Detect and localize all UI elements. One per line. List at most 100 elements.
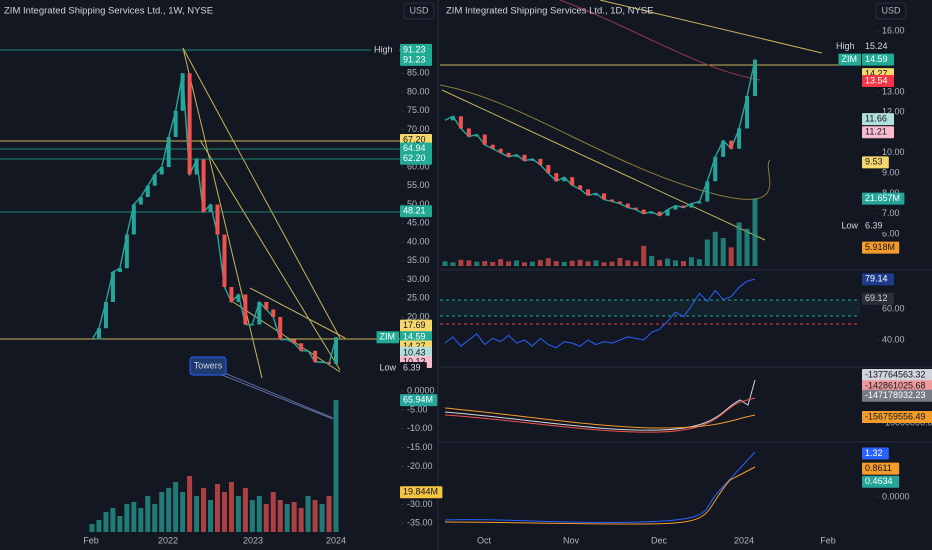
volume-bar	[180, 492, 186, 532]
volume-bar	[688, 257, 694, 266]
volume-bar	[152, 504, 158, 532]
candle	[554, 173, 559, 182]
currency[interactable]: USD	[881, 5, 901, 15]
currency[interactable]: USD	[409, 5, 429, 15]
volume-bar	[720, 238, 726, 266]
oscillator-lines	[444, 451, 756, 525]
price-badge	[862, 380, 932, 393]
candle	[562, 177, 567, 182]
badge-label-text: High	[374, 44, 393, 54]
rsi-line	[444, 278, 756, 349]
candle	[753, 59, 757, 96]
candle	[201, 159, 206, 212]
volume-bar	[561, 261, 567, 266]
y-tick-label: 10.00	[882, 147, 905, 157]
price-badge	[400, 362, 427, 375]
candle	[474, 134, 479, 137]
y-tick-label: 0.0000	[882, 491, 910, 501]
candle	[665, 209, 670, 216]
y-tick-label: 9.00	[882, 167, 900, 177]
price-badge-text: 91.23	[403, 44, 426, 54]
candle	[737, 128, 742, 149]
candle	[124, 234, 129, 269]
badge-label	[371, 43, 399, 56]
price-badge-text: 0.4634	[865, 476, 893, 486]
y-tick-label: 45.00	[407, 218, 430, 228]
price-badge-text: 14.59	[403, 332, 426, 342]
price-badge	[862, 475, 900, 488]
volume-bar	[641, 245, 647, 266]
badge-label	[376, 362, 399, 375]
candle	[745, 95, 750, 129]
currency-button[interactable]	[875, 2, 907, 20]
candle	[180, 73, 185, 111]
candle	[110, 272, 115, 302]
candle	[570, 177, 575, 186]
rsi-bands	[440, 299, 860, 325]
volume-bar	[617, 257, 623, 266]
volume-bar	[736, 222, 742, 266]
candle	[215, 204, 220, 235]
price-badge-text: 11.21	[865, 127, 887, 137]
candle	[222, 234, 227, 287]
badge-label-text: Low	[380, 362, 397, 372]
candle	[117, 268, 122, 272]
y-tick-label: -5.00	[407, 404, 428, 414]
price-badge-text: 65.94M	[403, 394, 433, 404]
volume-bar	[665, 258, 671, 266]
price-line	[444, 59, 756, 217]
volume-bar	[187, 476, 193, 532]
price-badge-text: -147178932.23	[865, 390, 926, 400]
badge-label-text: High	[836, 41, 855, 51]
volume-bar	[89, 524, 95, 532]
volume-bar	[498, 259, 504, 266]
volume-bar	[173, 482, 179, 532]
price-badge-text: 14.27	[865, 68, 888, 78]
x-tick-label: 2024	[326, 535, 346, 545]
price-badge-text: 10.43	[403, 347, 426, 357]
candle	[586, 189, 591, 196]
candle	[152, 174, 157, 186]
moving-average	[559, 0, 761, 81]
price-badge	[400, 486, 443, 499]
candle	[681, 205, 686, 208]
y-tick-label: 75.00	[407, 105, 430, 115]
volume-bar	[442, 261, 448, 266]
price-badge-text: 6.39	[865, 220, 883, 230]
x-tick-label: Feb	[83, 535, 99, 545]
volume-bar	[593, 260, 599, 266]
candle	[278, 317, 283, 340]
candle	[187, 73, 192, 175]
badge-label	[838, 53, 861, 66]
y-tick-label: 30.00	[407, 274, 430, 284]
volume-bar	[585, 261, 591, 266]
annotation: Towers	[189, 356, 334, 420]
currency-button[interactable]	[403, 2, 435, 20]
volume-bar	[450, 262, 456, 266]
volume-bar	[214, 484, 220, 532]
price-badge-text: 5.918M	[865, 242, 895, 252]
price-badge	[862, 410, 932, 423]
volume-bar	[221, 492, 227, 532]
candle	[145, 185, 150, 197]
candle	[306, 350, 311, 352]
y-tick-label: 50.00	[407, 199, 430, 209]
volume-bar	[680, 261, 686, 266]
candle	[229, 287, 234, 302]
price-badge-text: 6.39	[403, 362, 421, 372]
price-badge-text: 14.59	[865, 54, 888, 64]
volume-bar	[166, 488, 172, 532]
price-badge	[862, 192, 905, 205]
volume-bar	[159, 492, 165, 532]
volume-bar	[704, 239, 710, 266]
volume-bar	[537, 260, 543, 266]
price-badge	[862, 74, 894, 87]
candle	[673, 205, 678, 210]
price-badge-text: 19.844M	[403, 487, 438, 497]
candle	[617, 201, 622, 204]
chart-title: ZIM Integrated Shipping Services Ltd., 1…	[446, 6, 654, 17]
candle	[546, 164, 551, 174]
x-tick-label: Nov	[563, 535, 580, 545]
candle	[166, 137, 171, 167]
volume-bar	[194, 496, 200, 532]
